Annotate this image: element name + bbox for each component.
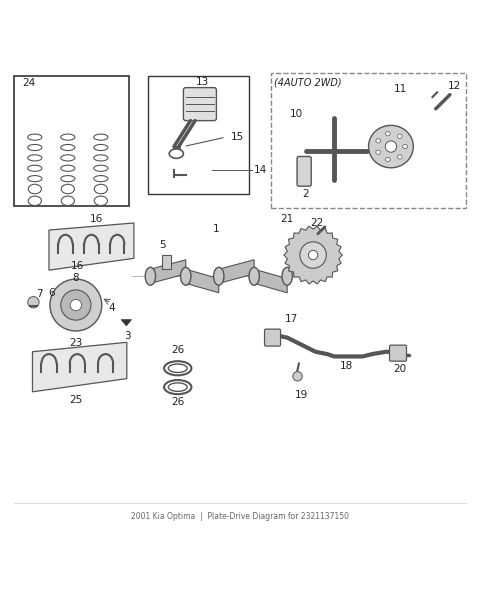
Polygon shape (219, 260, 254, 283)
Ellipse shape (385, 131, 390, 136)
Text: 8: 8 (72, 273, 79, 283)
Ellipse shape (369, 126, 413, 168)
Text: (4AUTO 2WD): (4AUTO 2WD) (274, 77, 342, 87)
Text: 7: 7 (36, 289, 43, 299)
Polygon shape (121, 320, 132, 326)
Text: 17: 17 (285, 314, 299, 324)
FancyBboxPatch shape (297, 156, 311, 186)
Text: 6: 6 (48, 288, 55, 298)
Polygon shape (254, 269, 287, 293)
FancyBboxPatch shape (183, 87, 216, 121)
Text: 20: 20 (393, 364, 406, 374)
Text: 16: 16 (89, 214, 103, 224)
Circle shape (293, 371, 302, 381)
Text: 11: 11 (394, 84, 407, 94)
Text: 2001 Kia Optima  |  Plate-Drive Diagram for 2321137150: 2001 Kia Optima | Plate-Drive Diagram fo… (131, 512, 349, 521)
Circle shape (300, 242, 326, 268)
Ellipse shape (397, 134, 402, 139)
Polygon shape (49, 223, 134, 270)
Text: 19: 19 (295, 390, 308, 400)
Circle shape (50, 279, 102, 331)
Text: 5: 5 (159, 240, 166, 250)
Text: 22: 22 (310, 218, 323, 228)
Polygon shape (186, 269, 219, 293)
Text: 26: 26 (171, 345, 184, 355)
Polygon shape (33, 342, 127, 392)
Bar (162, 255, 171, 269)
Bar (13, 76, 129, 205)
Circle shape (308, 250, 318, 260)
Ellipse shape (397, 155, 402, 159)
Ellipse shape (282, 267, 292, 285)
Ellipse shape (403, 145, 408, 149)
Polygon shape (150, 260, 186, 283)
Text: 12: 12 (447, 80, 461, 90)
Circle shape (61, 290, 91, 320)
Text: 10: 10 (290, 109, 303, 119)
Text: 21: 21 (280, 214, 294, 224)
Text: 26: 26 (171, 396, 184, 406)
Text: 14: 14 (254, 165, 267, 175)
Circle shape (385, 141, 396, 152)
Text: 25: 25 (69, 394, 83, 405)
Text: 2: 2 (303, 189, 309, 199)
Text: 15: 15 (230, 132, 244, 142)
Polygon shape (284, 226, 342, 284)
Circle shape (28, 296, 39, 308)
Ellipse shape (180, 267, 191, 285)
FancyBboxPatch shape (264, 329, 281, 346)
FancyBboxPatch shape (389, 345, 407, 361)
Text: 1: 1 (213, 224, 220, 234)
Ellipse shape (385, 157, 390, 162)
Text: 16: 16 (71, 261, 84, 271)
Ellipse shape (145, 267, 156, 285)
Text: 23: 23 (69, 338, 83, 348)
Text: 4: 4 (108, 303, 115, 313)
Bar (271, 73, 467, 208)
Ellipse shape (214, 267, 224, 285)
Circle shape (70, 299, 82, 311)
Text: 18: 18 (339, 361, 353, 371)
Ellipse shape (376, 139, 381, 143)
Text: 3: 3 (124, 331, 131, 342)
Ellipse shape (249, 267, 259, 285)
Text: 24: 24 (22, 78, 36, 88)
Text: 13: 13 (196, 77, 209, 87)
Ellipse shape (376, 150, 381, 155)
Bar (148, 76, 250, 194)
